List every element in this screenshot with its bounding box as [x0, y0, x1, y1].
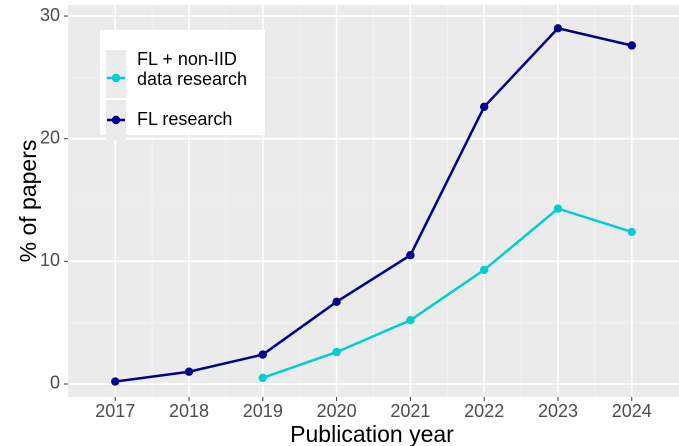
lines	[111, 24, 636, 386]
y-tick-label: 10	[40, 250, 60, 270]
axes: 2017 2018 2019 2020 2021 2022 2023 2024 0 10 20 30	[40, 5, 652, 421]
data-point	[553, 204, 563, 213]
data-point	[332, 347, 341, 357]
legend: FL + non-IID data research FL research	[100, 30, 265, 140]
data-point	[479, 102, 489, 112]
legend-box	[100, 30, 265, 135]
series-line	[262, 207, 633, 380]
x-tick-label: 2022	[464, 401, 504, 421]
data-point	[111, 377, 120, 386]
y-axis-title: % of papers	[15, 140, 41, 263]
data-point	[258, 373, 268, 383]
y-tick-label: 0	[50, 373, 60, 393]
x-tick-label: 2020	[317, 401, 357, 421]
legend-key-point	[111, 73, 121, 83]
data-point	[406, 316, 415, 325]
x-tick-label: 2024	[612, 401, 652, 421]
data-point	[258, 350, 268, 359]
data-point	[627, 41, 636, 50]
x-tick-label: 2023	[538, 401, 578, 421]
x-tick-label: 2019	[243, 401, 283, 421]
data-point	[406, 251, 415, 260]
series-line	[115, 26, 633, 383]
x-axis-title: Publication year	[290, 421, 454, 446]
legend-key-point	[111, 115, 121, 125]
data-point	[479, 265, 489, 275]
grid	[68, 5, 679, 397]
data-point	[553, 24, 563, 33]
data-point	[184, 367, 194, 376]
legend-label: FL research	[137, 109, 232, 129]
data-point	[627, 227, 636, 237]
y-tick-label: 20	[40, 127, 60, 147]
legend-label: FL + non-IID data research	[137, 49, 247, 89]
x-tick-label: 2021	[390, 401, 430, 421]
x-tick-label: 2017	[95, 401, 135, 421]
data-point	[332, 297, 341, 307]
y-tick-label: 30	[40, 5, 60, 25]
x-tick-label: 2018	[169, 401, 209, 421]
